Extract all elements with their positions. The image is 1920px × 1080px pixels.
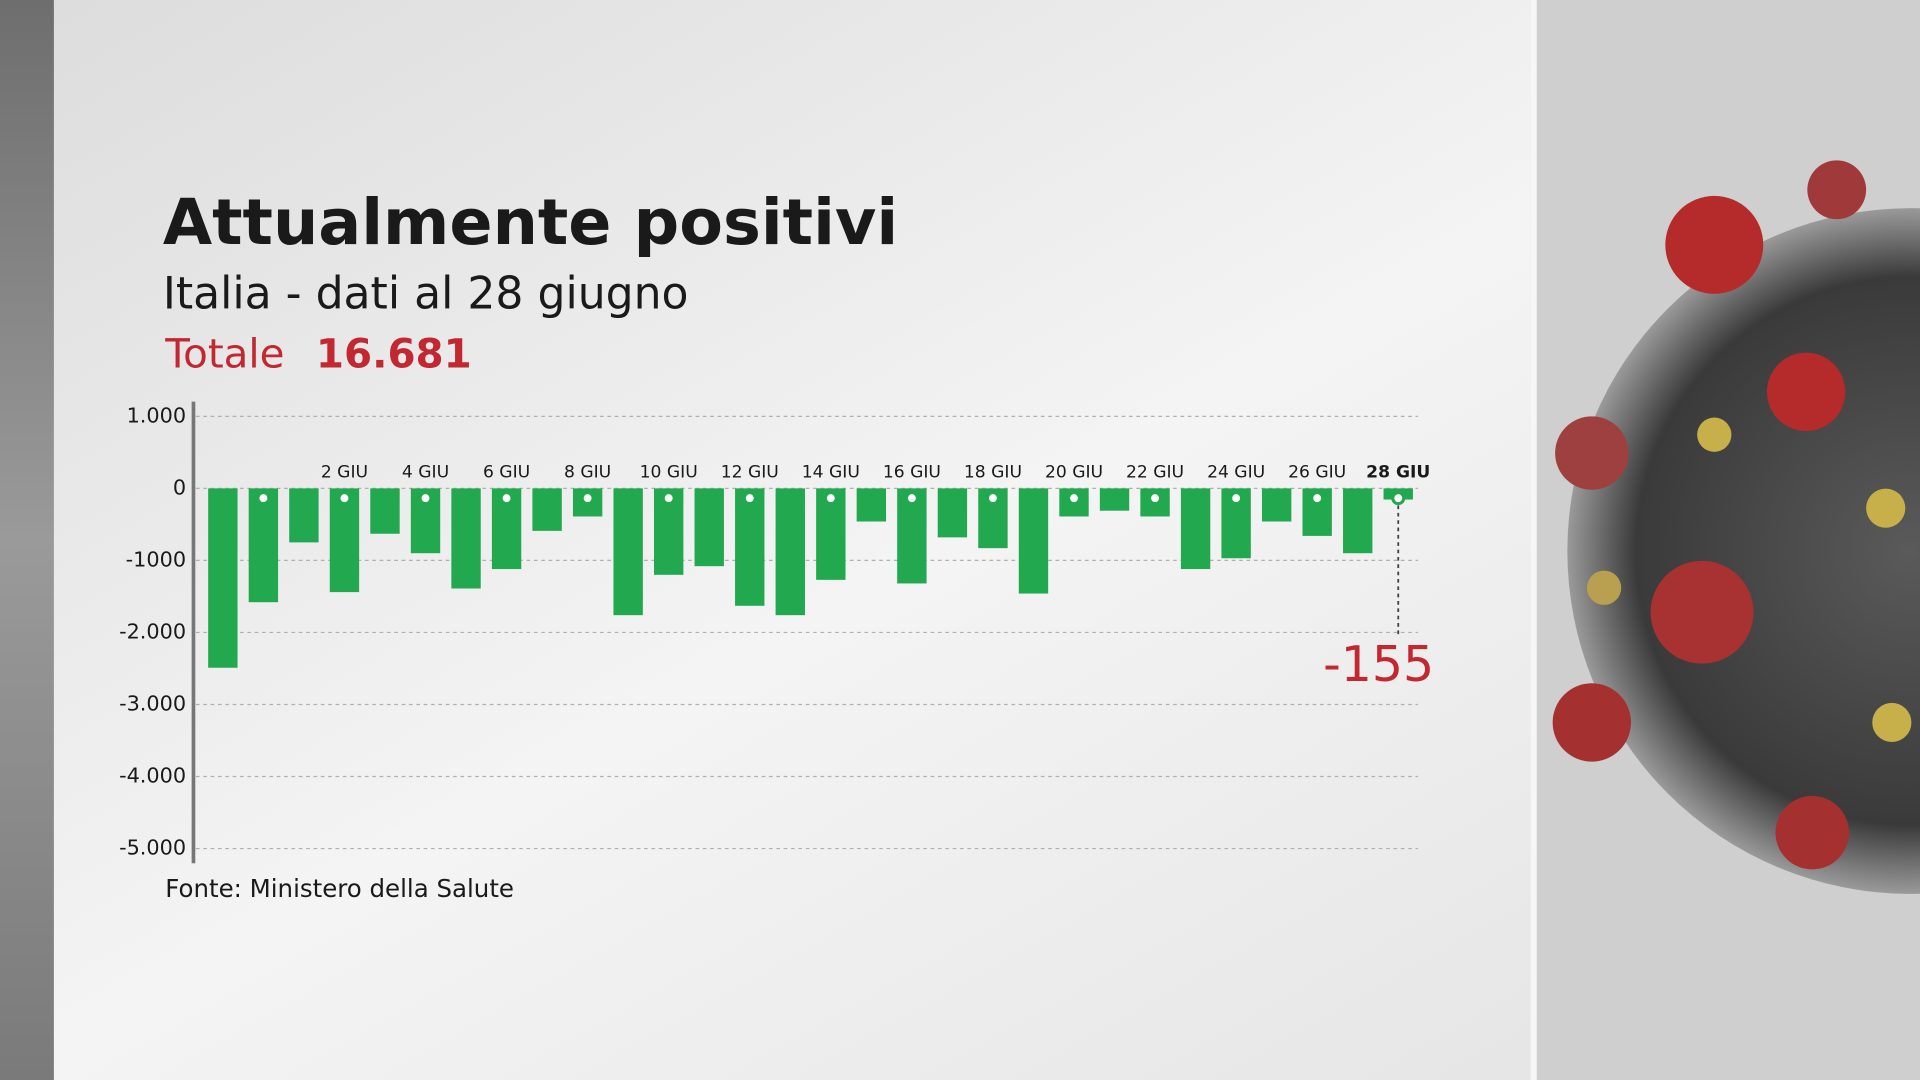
total-label: Totale	[164, 329, 284, 377]
chart-title: Attualmente positivi	[163, 186, 898, 260]
bar	[694, 488, 724, 567]
bar	[856, 488, 887, 522]
y-tick-label: 0	[173, 475, 186, 499]
bar	[1099, 488, 1130, 511]
y-tick-label: -2.000	[119, 619, 186, 643]
x-tick-dot	[823, 491, 838, 506]
bar	[1018, 488, 1049, 594]
bar	[1180, 488, 1211, 570]
x-tick-label: 18 GIU	[964, 463, 1022, 483]
source: Fonte: Ministero della Salute	[165, 874, 514, 903]
bar	[775, 488, 805, 616]
x-tick-label: 2 GIU	[321, 463, 368, 483]
bar	[289, 488, 319, 543]
bar	[1261, 488, 1292, 522]
x-tick-label: 22 GIU	[1126, 463, 1184, 483]
x-tick-dot	[661, 491, 676, 506]
y-tick-label: -3.000	[119, 691, 186, 715]
total-value: 16.681	[316, 329, 472, 377]
x-tick-dot	[499, 491, 514, 506]
x-tick-label: 10 GIU	[640, 463, 698, 483]
y-tick-label: -1000	[126, 547, 186, 571]
x-tick-label: 24 GIU	[1207, 463, 1265, 483]
x-tick-label: 28 GIU	[1366, 463, 1430, 483]
left-strip	[0, 0, 54, 1080]
x-tick-label: 6 GIU	[483, 463, 530, 483]
bar	[370, 488, 400, 534]
x-tick-dot	[418, 491, 433, 506]
x-tick-dot	[904, 491, 919, 506]
x-tick-dot	[580, 491, 595, 506]
x-tick-dot	[985, 491, 1000, 506]
x-tick-label: 20 GIU	[1045, 463, 1103, 483]
bar	[208, 488, 238, 668]
x-tick-dot	[1229, 491, 1244, 506]
x-tick-label: 12 GIU	[721, 463, 779, 483]
bar	[613, 488, 643, 616]
y-tick-label: -5.000	[119, 836, 186, 860]
bar	[248, 488, 279, 603]
x-tick-label: 16 GIU	[883, 463, 941, 483]
x-tick-dot	[742, 491, 757, 506]
y-tick-label: -4.000	[119, 764, 186, 788]
x-tick-dot	[256, 491, 271, 506]
bar	[451, 488, 481, 589]
chart-subtitle: Italia - dati al 28 giugno	[163, 268, 689, 319]
y-tick-label: 1.000	[127, 403, 187, 427]
x-tick-label: 4 GIU	[402, 463, 449, 483]
x-tick-label: 14 GIU	[802, 463, 860, 483]
bar	[937, 488, 968, 538]
virus-image	[1530, 0, 1920, 1080]
x-tick-label: 8 GIU	[564, 463, 611, 483]
x-tick-dot	[337, 491, 352, 506]
x-tick-label: 26 GIU	[1288, 463, 1346, 483]
x-tick-dot	[1148, 491, 1163, 506]
x-tick-dot	[1391, 491, 1406, 506]
x-tick-dot	[1066, 491, 1082, 506]
bar	[532, 488, 562, 531]
x-tick-dot	[1310, 491, 1325, 506]
bar	[1343, 488, 1373, 554]
bar	[329, 488, 360, 593]
bar	[735, 488, 765, 606]
value-label: -155	[1323, 636, 1434, 693]
